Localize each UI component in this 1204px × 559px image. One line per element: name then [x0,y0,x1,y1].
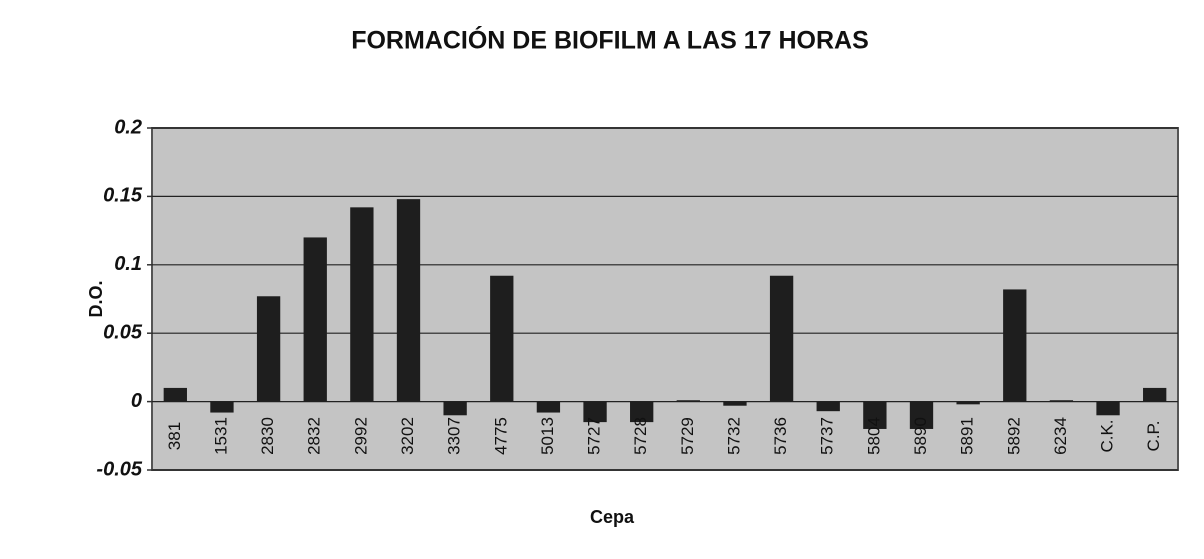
bar [1096,401,1120,416]
x-tick-label: 3307 [445,417,464,455]
x-tick-label: 1531 [211,417,230,455]
bar [490,275,514,402]
x-tick-label: 5727 [585,417,604,455]
x-tick-label: 5892 [1004,417,1023,455]
bar [769,275,794,402]
bar [210,401,234,413]
x-tick-label: 3202 [398,417,417,455]
x-tick-label: 5728 [631,417,650,455]
bar [630,401,654,423]
bar [863,401,887,429]
y-axis-title: D.O. [86,280,106,317]
bar [1143,387,1167,402]
x-tick-label: 5736 [771,417,790,455]
x-tick-label: 4775 [491,417,510,455]
bar [303,237,327,402]
x-tick-label: 6234 [1051,417,1070,455]
y-tick-label: 0.2 [114,116,142,138]
x-tick-label: C.K. [1098,419,1117,452]
bar [256,296,281,402]
bar [816,401,840,412]
bar [583,401,607,423]
bar [1049,400,1074,402]
x-tick-label: 2832 [305,417,324,455]
bar [350,207,374,402]
bar [909,401,934,429]
x-tick-label: 5737 [818,417,837,455]
x-tick-label: 381 [165,422,184,450]
x-tick-label: 5729 [678,417,697,455]
x-tick-label: 5890 [911,417,930,455]
y-tick-label: -0.05 [96,458,142,480]
bar [723,401,747,406]
y-tick-label: 0.15 [103,185,143,207]
x-tick-label: C.P. [1144,421,1163,452]
chart-title: FORMACIÓN DE BIOFILM A LAS 17 HORAS [351,25,869,55]
bar [1003,289,1027,402]
x-tick-label: 5891 [958,417,977,455]
x-axis-title: Cepa [590,507,635,527]
x-tick-label: 5732 [724,417,743,455]
bar [676,400,700,402]
x-tick-label: 2992 [351,417,370,455]
bar [956,401,980,405]
y-tick-label: 0.05 [103,321,143,343]
bar [443,401,467,416]
x-tick-label: 5013 [538,417,557,455]
bar [396,199,421,402]
bar [536,401,561,413]
y-tick-label: 0.1 [114,253,142,275]
x-tick-label: 5804 [864,417,883,455]
bar [163,387,187,402]
x-tick-label: 2830 [258,417,277,455]
y-tick-label: 0 [131,390,142,412]
